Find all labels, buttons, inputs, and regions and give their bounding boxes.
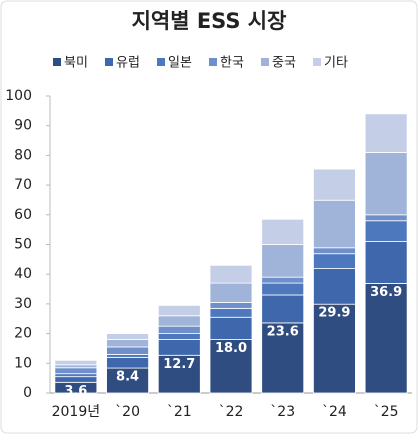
x-tick-label: `22 — [219, 404, 244, 420]
legend-label: 한국 — [220, 56, 244, 71]
y-tick-label: 30 — [14, 296, 32, 312]
bar-segment — [209, 282, 253, 303]
x-tick-label: `25 — [374, 404, 399, 420]
x-tick-label: `24 — [322, 404, 347, 420]
bar-segment — [157, 325, 201, 334]
bar-segment — [106, 339, 149, 348]
y-tick-label: 80 — [14, 147, 32, 163]
bar-segment — [313, 253, 356, 269]
data-label: 8.4 — [116, 370, 139, 385]
bar-segment — [157, 354, 201, 394]
bar-segment — [54, 364, 98, 369]
chart-title: 지역별 ESS 시장 — [132, 9, 287, 33]
bar-segment — [106, 346, 149, 355]
legend-label: 기타 — [324, 56, 348, 71]
legend-label: 일본 — [168, 56, 192, 71]
bar-segment — [209, 339, 253, 394]
y-tick-label: 70 — [14, 177, 32, 193]
y-tick-label: 50 — [14, 237, 32, 253]
y-tick-label: 0 — [23, 385, 32, 401]
bar-segment — [106, 333, 149, 340]
x-tick-label: 2019년 — [52, 404, 101, 420]
bar-segment — [209, 316, 253, 340]
bar-segment — [313, 268, 356, 305]
data-label: 18.0 — [215, 341, 247, 356]
legend-swatch — [105, 58, 113, 66]
x-tick-label: `21 — [167, 404, 192, 420]
data-label: 3.6 — [64, 384, 87, 399]
x-tick-label: `23 — [270, 404, 295, 420]
legend-swatch — [209, 58, 217, 66]
legend-label: 유럽 — [116, 56, 140, 71]
bar-segment — [364, 113, 408, 153]
y-tick-label: 40 — [14, 266, 32, 282]
legend-swatch — [157, 58, 165, 66]
legend-label: 북미 — [64, 56, 88, 71]
bar-segment — [54, 376, 98, 383]
bar-segment — [54, 373, 98, 378]
y-tick-label: 90 — [14, 118, 32, 134]
bar-segment — [261, 218, 305, 245]
bar-segment — [261, 322, 305, 394]
legend-swatch — [53, 58, 61, 66]
y-tick-label: 10 — [14, 355, 32, 371]
bar-segment — [157, 315, 201, 327]
bar-segment — [157, 304, 201, 317]
bar-segment — [157, 333, 201, 340]
bar-segment — [261, 276, 305, 284]
legend-swatch — [261, 58, 269, 66]
bar-segment — [313, 199, 356, 249]
y-tick-label: 60 — [14, 207, 32, 223]
bar-segment — [364, 152, 408, 216]
y-tick-label: 20 — [14, 326, 32, 342]
y-tick-label: 100 — [5, 88, 32, 104]
legend-label: 중국 — [272, 56, 296, 71]
data-label: 29.9 — [318, 306, 350, 321]
bar-segment — [54, 359, 98, 366]
bar-segment — [209, 264, 253, 284]
bar-segment — [157, 339, 201, 356]
bar-segment — [261, 282, 305, 296]
x-tick-label: `20 — [115, 404, 140, 420]
data-label: 12.7 — [163, 357, 195, 372]
bar-segment — [54, 367, 98, 375]
data-label: 23.6 — [267, 324, 299, 339]
bar-segment — [261, 294, 305, 324]
legend-swatch — [313, 58, 321, 66]
bar-segment — [313, 247, 356, 255]
bar-segment — [209, 302, 253, 309]
bar-segment — [106, 356, 149, 369]
bar-segment — [261, 244, 305, 278]
bar-segment — [313, 168, 356, 201]
bar-segment — [364, 283, 408, 394]
bar-segment — [209, 307, 253, 318]
bar-segment — [364, 214, 408, 222]
bar-segment — [364, 241, 408, 284]
data-label: 36.9 — [370, 285, 402, 300]
bar-segment — [364, 220, 408, 242]
bar-segment — [106, 353, 149, 358]
